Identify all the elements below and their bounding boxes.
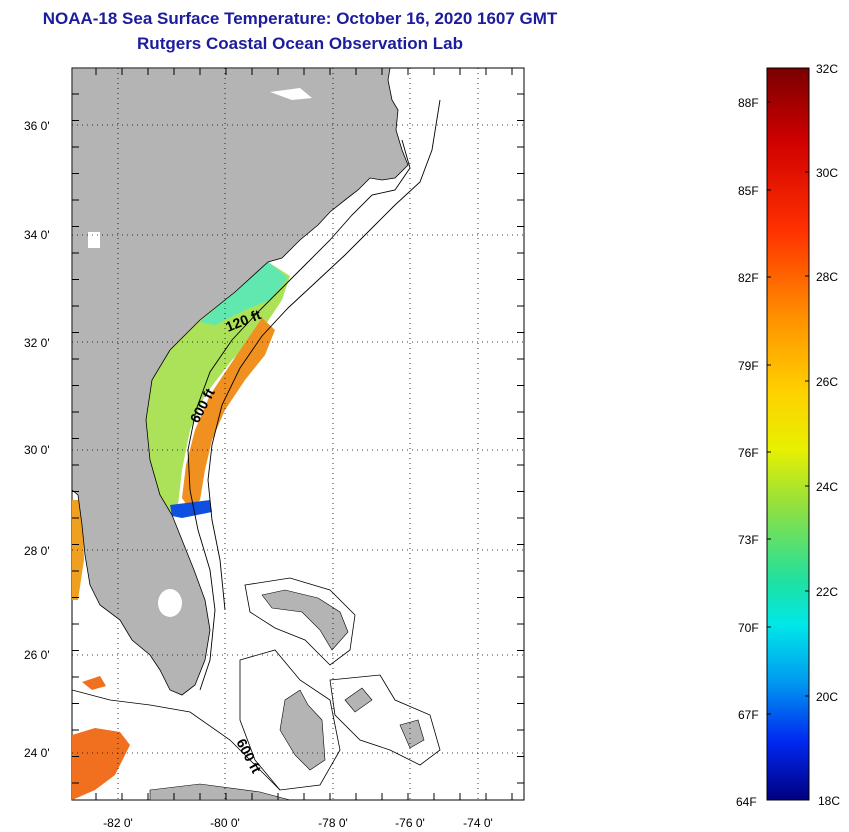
x-tick-label: -82 0'	[103, 816, 133, 830]
axis-ticks	[72, 68, 524, 800]
lake-okeechobee	[158, 589, 182, 617]
land-lake	[270, 88, 312, 100]
colorbar-label-f: 64F	[736, 795, 757, 809]
y-tick-label: 36 0'	[24, 119, 50, 133]
depth-contour-bahamas	[239, 577, 441, 791]
sst-swath-cyan	[200, 260, 288, 325]
colorbar-label-c: 20C	[816, 690, 838, 704]
x-tick-label: -78 0'	[318, 816, 348, 830]
colorbar-label-f: 88F	[738, 96, 759, 110]
sst-swath-blue	[170, 500, 212, 518]
colorbar-label-f: 82F	[738, 271, 759, 285]
y-tick-label: 32 0'	[24, 336, 50, 350]
land-us-southeast	[72, 68, 409, 696]
land-bahamas-andros	[279, 689, 326, 771]
map-subtitle: Rutgers Coastal Ocean Observation Lab	[137, 34, 463, 53]
colorbar-label-f: 67F	[738, 708, 759, 722]
y-tick-label: 28 0'	[24, 544, 50, 558]
sst-swath-green	[146, 262, 290, 515]
colorbar-label-f: 79F	[738, 359, 759, 373]
sst-patch	[82, 676, 106, 690]
x-tick-label: -80 0'	[210, 816, 240, 830]
x-tick-label: -76 0'	[395, 816, 425, 830]
y-tick-label: 26 0'	[24, 648, 50, 662]
colorbar-label-c: 18C	[818, 794, 840, 808]
colorbar-label-c: 32C	[816, 62, 838, 76]
sst-keys	[72, 728, 130, 800]
colorbar-label-f: 85F	[738, 184, 759, 198]
map-title: NOAA-18 Sea Surface Temperature: October…	[42, 9, 558, 28]
colorbar-label-f: 73F	[738, 533, 759, 547]
land-bahamas-abaco	[261, 589, 349, 651]
colorbar-label-c: 24C	[816, 480, 838, 494]
sst-swath-orange	[182, 318, 275, 510]
y-tick-label: 34 0'	[24, 228, 50, 242]
colorbar-label-c: 30C	[816, 166, 838, 180]
colorbar-ticks	[767, 67, 809, 801]
colorbar-label-f: 76F	[738, 446, 759, 460]
land-bahamas-eleuthera	[344, 687, 373, 713]
colorbar-label-f: 70F	[738, 621, 759, 635]
depth-contour-120ft	[187, 139, 411, 691]
colorbar-label-c: 28C	[816, 270, 838, 284]
colorbar-label-c: 22C	[816, 585, 838, 599]
x-tick-label: -74 0'	[463, 816, 493, 830]
graticule	[72, 68, 524, 800]
colorbar	[766, 67, 810, 801]
y-tick-label: 24 0'	[24, 746, 50, 760]
colorbar-label-c: 26C	[816, 375, 838, 389]
depth-contour-keys	[72, 689, 281, 791]
land-lake	[88, 232, 100, 248]
land-cuba	[149, 783, 291, 800]
depth-contour-600ft	[207, 99, 441, 611]
y-tick-label: 30 0'	[24, 443, 50, 457]
land-bahamas-cat	[399, 719, 425, 749]
